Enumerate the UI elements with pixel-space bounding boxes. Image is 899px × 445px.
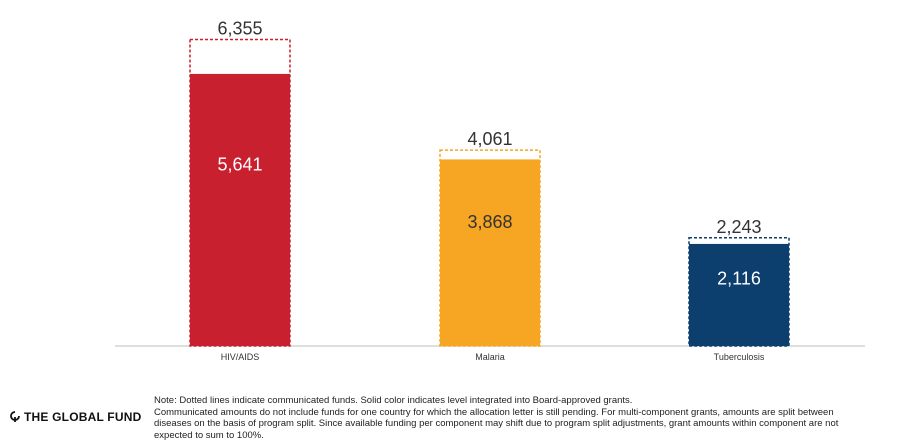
note-line-4: expected to sum to 100%. <box>154 429 264 441</box>
value-label-communicated-hiv-aids: 6,355 <box>217 18 262 38</box>
value-label-communicated-malaria: 4,061 <box>467 129 512 149</box>
category-label-malaria: Malaria <box>475 352 505 362</box>
category-label-tuberculosis: Tuberculosis <box>714 352 765 362</box>
value-label-integrated-malaria: 3,868 <box>467 212 512 232</box>
global-fund-logo-icon <box>10 411 20 422</box>
chart-notes: Note: Dotted lines indicate communicated… <box>154 395 899 441</box>
value-label-integrated-hiv-aids: 5,641 <box>217 155 262 175</box>
global-fund-logo: THE GLOBAL FUND <box>10 410 141 424</box>
value-label-integrated-tuberculosis: 2,116 <box>717 269 761 289</box>
logo-text: THE GLOBAL FUND <box>24 410 142 424</box>
category-label-hiv-aids: HIV/AIDS <box>221 352 260 362</box>
bar-hiv-aids <box>190 73 290 346</box>
bar-tuberculosis <box>689 243 789 346</box>
footer: THE GLOBAL FUND Note: Dotted lines indic… <box>0 388 899 445</box>
note-line-3: diseases on the basis of program split. … <box>154 418 839 429</box>
value-label-communicated-tuberculosis: 2,243 <box>716 217 761 237</box>
note-line-2: Communicated amounts do not include fund… <box>154 406 834 418</box>
bar-malaria <box>440 159 540 346</box>
bar-chart: 5,641 6,355 HIV/AIDS 3,868 4,061 Malaria 2,116… <box>115 18 865 362</box>
note-line-1: Note: Dotted lines indicate communicated… <box>154 395 633 406</box>
